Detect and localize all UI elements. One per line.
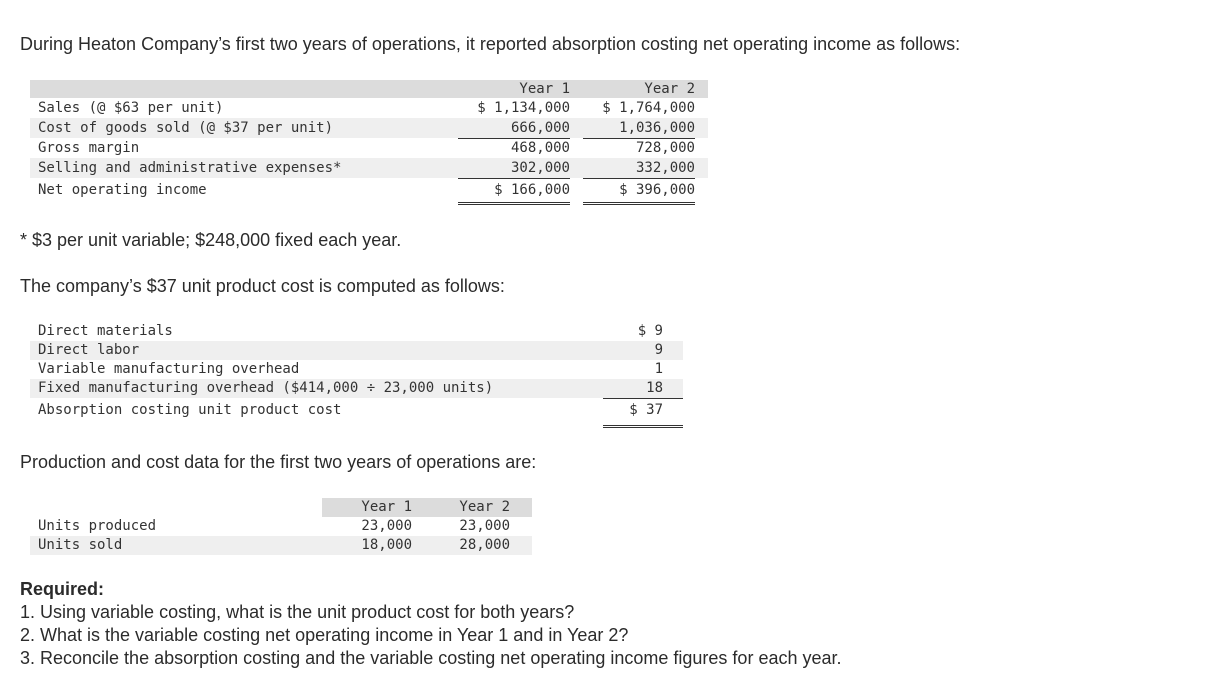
cost-row-direct-materials: Direct materials $ 9	[30, 322, 683, 341]
units-row-produced: Units produced 23,000 23,000	[30, 517, 532, 536]
income-y1: 666,000	[458, 118, 570, 139]
required-item-3: 3. Reconcile the absorption costing and …	[20, 648, 842, 668]
income-y2: $ 396,000	[583, 178, 695, 205]
income-header-row: Year 1 Year 2	[30, 80, 708, 98]
income-label: Cost of goods sold (@ $37 per unit)	[38, 120, 334, 136]
income-row-sales: Sales (@ $63 per unit) $ 1,134,000 $ 1,7…	[30, 98, 708, 118]
cost-value: 9	[654, 342, 663, 358]
income-label: Net operating income	[38, 182, 207, 198]
income-y1: $ 166,000	[458, 178, 570, 205]
income-y1: $ 1,134,000	[477, 100, 570, 116]
income-row-gross-margin: Gross margin 468,000 728,000	[30, 138, 708, 158]
intro-text: During Heaton Company’s first two years …	[20, 34, 961, 54]
required-item-2: 2. What is the variable costing net oper…	[20, 625, 629, 645]
cost-subtotal-rule	[603, 379, 683, 399]
cost-row-variable-overhead: Variable manufacturing overhead 1	[30, 360, 683, 379]
cost-value: 18	[646, 380, 663, 396]
cost-label: Absorption costing unit product cost	[38, 402, 342, 418]
units-y2: 28,000	[459, 537, 510, 553]
units-header-year2: Year 2	[459, 499, 510, 515]
income-y2: $ 1,764,000	[602, 100, 695, 116]
income-y2: 332,000	[583, 158, 695, 179]
units-header-row: Year 1 Year 2	[322, 498, 532, 517]
income-y2: 1,036,000	[583, 118, 695, 139]
cost-row-absorption-unit-cost: Absorption costing unit product cost $ 3…	[30, 398, 683, 428]
units-header-year1: Year 1	[361, 499, 412, 515]
income-row-net-operating-income: Net operating income $ 166,000 $ 396,000	[30, 178, 708, 205]
cost-value: $ 37	[629, 402, 663, 418]
cost-label: Direct labor	[38, 342, 140, 358]
income-label: Selling and administrative expenses*	[38, 160, 342, 176]
income-header-year1: Year 1	[519, 81, 570, 97]
cost-row-direct-labor: Direct labor 9	[30, 341, 683, 360]
income-label: Sales (@ $63 per unit)	[38, 100, 224, 116]
units-y1: 18,000	[361, 537, 412, 553]
units-row-sold: Units sold 18,000 28,000	[30, 536, 532, 555]
units-label: Units produced	[38, 518, 157, 534]
income-y1: 302,000	[458, 158, 570, 179]
income-y2: 728,000	[635, 140, 695, 156]
income-y1: 468,000	[510, 140, 570, 156]
units-label: Units sold	[38, 537, 123, 553]
cost-intro-text: The company’s $37 unit product cost is c…	[20, 276, 505, 296]
units-y1: 23,000	[361, 518, 412, 534]
income-row-cogs: Cost of goods sold (@ $37 per unit) 666,…	[30, 118, 708, 139]
income-header-year2: Year 2	[644, 81, 695, 97]
unit-cost-table: Direct materials $ 9 Direct labor 9 Vari…	[30, 322, 683, 428]
production-intro-text: Production and cost data for the first t…	[20, 452, 537, 472]
income-table: Year 1 Year 2 Sales (@ $63 per unit) $ 1…	[30, 80, 708, 205]
required-title: Required:	[20, 579, 105, 599]
required-section: Required: 1. Using variable costing, wha…	[20, 578, 842, 670]
cost-value: 1	[654, 361, 663, 377]
cost-label: Variable manufacturing overhead	[38, 361, 300, 377]
income-row-selling-admin: Selling and administrative expenses* 302…	[30, 158, 708, 179]
cost-label: Fixed manufacturing overhead ($414,000 ÷…	[38, 380, 494, 396]
footnote-text: * $3 per unit variable; $248,000 fixed e…	[20, 230, 402, 250]
cost-value: $ 9	[637, 323, 663, 339]
cost-total-rule	[603, 398, 683, 428]
units-table: Year 1 Year 2 Units produced 23,000 23,0…	[30, 498, 532, 555]
required-item-1: 1. Using variable costing, what is the u…	[20, 602, 575, 622]
cost-row-fixed-overhead: Fixed manufacturing overhead ($414,000 ÷…	[30, 379, 683, 399]
units-y2: 23,000	[459, 518, 510, 534]
income-label: Gross margin	[38, 140, 140, 156]
cost-label: Direct materials	[38, 323, 173, 339]
